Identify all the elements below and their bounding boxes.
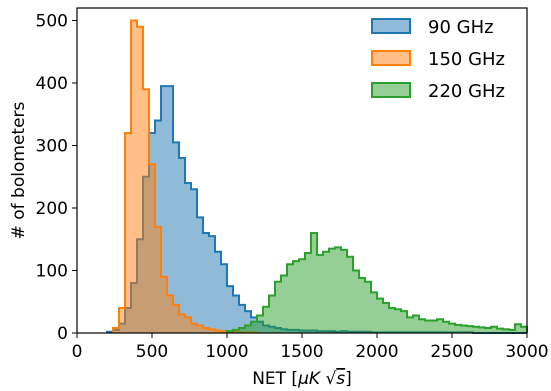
legend-label: 220 GHz [428, 81, 505, 102]
legend-swatch [371, 18, 411, 34]
x-axis-label-unit: μK [297, 369, 322, 389]
y-tick-label: 200 [36, 199, 68, 219]
y-tick-label: 0 [57, 324, 68, 344]
legend-item: 150 GHz [371, 49, 505, 70]
y-tick-label: 300 [36, 137, 68, 157]
x-tick-label: 2000 [355, 342, 398, 362]
y-axis-ticks: 0 100 200 300 400 500 [36, 12, 77, 344]
x-axis-label-variable: s [336, 369, 345, 389]
legend-item: 90 GHz [371, 17, 494, 38]
y-axis-label: # of bolometers [9, 101, 29, 239]
x-tick-label: 500 [136, 342, 168, 362]
series-220-ghz [226, 232, 528, 333]
x-axis-label-suffix: ] [345, 369, 352, 389]
histogram-fill [107, 86, 527, 333]
y-tick-label: 100 [36, 262, 68, 282]
x-tick-label: 0 [72, 342, 83, 362]
legend-label: 90 GHz [428, 17, 494, 38]
legend-swatch [371, 82, 411, 98]
legend: 90 GHz 150 GHz 220 GHz [371, 17, 505, 102]
x-tick-label: 1000 [205, 342, 248, 362]
legend-item: 220 GHz [371, 81, 505, 102]
x-axis-label-sqrt: √ [325, 369, 336, 389]
legend-swatch [371, 50, 411, 66]
x-axis-label: NET [μK √s] [252, 369, 352, 389]
x-tick-label: 3000 [505, 342, 548, 362]
legend-label: 150 GHz [428, 49, 505, 70]
histogram-outline [226, 232, 528, 333]
axes-layer: 0 500 1000 1500 2000 2500 3000 0 100 200 300 400 50… [9, 7, 549, 389]
x-tick-label: 2500 [430, 342, 473, 362]
x-tick-label: 1500 [280, 342, 323, 362]
y-tick-label: 500 [36, 12, 68, 32]
histogram-fill [227, 233, 527, 333]
x-axis-label-prefix: NET [ [252, 369, 298, 389]
x-axis-ticks: 0 500 1000 1500 2000 2500 3000 [72, 333, 549, 362]
histogram-series-layer [106, 19, 528, 334]
y-tick-label: 400 [36, 74, 68, 94]
